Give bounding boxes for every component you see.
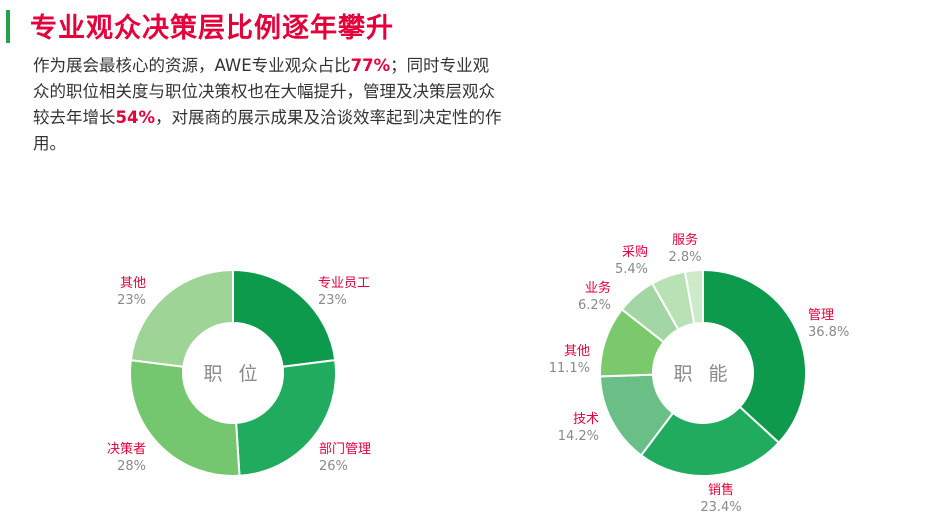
title-accent-bar — [6, 10, 10, 43]
page-title: 专业观众决策层比例逐年攀升 — [30, 13, 394, 44]
function-donut-center-label: 职 能 — [673, 363, 732, 385]
position-donut-slice-label-2: 决策者 — [107, 441, 146, 457]
function-donut-slice-6 — [683, 268, 704, 325]
position-donut-slice-label-0: 专业员工 — [318, 276, 370, 291]
position-donut-slice-2 — [129, 358, 241, 477]
position-donut-slice-label-1: 部门管理 — [319, 442, 371, 457]
function-donut-slice-label-6: 服务 — [672, 232, 698, 248]
function-donut-slice-label-2: 技术 — [573, 412, 599, 427]
function-donut-slice-value-0: 36.8% — [808, 325, 849, 340]
function-donut-slice-value-3: 11.1% — [549, 361, 590, 376]
position-donut-slice-value-0: 23% — [318, 293, 347, 308]
function-donut-slice-value-6: 2.8% — [668, 250, 701, 265]
description-text-2: ；同时专业观众的职位相关度与职位决策权也在大幅提升，管理及决策层观众较去年增长 — [33, 56, 495, 127]
position-donut-center-label: 职 位 — [203, 363, 262, 385]
function-donut-slice-label-3: 其他 — [564, 344, 590, 359]
function-donut-slice-label-1: 销售 — [708, 482, 734, 498]
function-donut-slice-value-2: 14.2% — [558, 429, 599, 444]
position-donut-slice-label-3: 其他 — [120, 276, 146, 291]
function-donut-slice-value-4: 6.2% — [578, 298, 611, 313]
position-donut-slice-0 — [232, 268, 337, 368]
position-donut-slice-1 — [235, 358, 337, 477]
function-donut-slice-1 — [639, 405, 781, 477]
function-donut-slice-0 — [702, 268, 807, 445]
position-donut-slice-3 — [129, 268, 234, 368]
description-paragraph: 作为展会最核心的资源，AWE专业观众占比77%；同时专业观众的职位相关度与职位决… — [33, 53, 503, 157]
position-donut-slice-value-2: 28% — [117, 459, 146, 474]
function-donut-slice-label-4: 业务 — [585, 280, 611, 296]
description-text-3: ，对展商的展示成果及洽谈效率起到决定性的作用。 — [33, 108, 502, 153]
description-text-1: 作为展会最核心的资源，AWE专业观众占比 — [33, 56, 351, 75]
position-donut: 专业员工 23% 部门管理 26% 决策者 28% 其他 23% 职 位 — [107, 268, 371, 477]
position-donut-slice-value-3: 23% — [117, 293, 146, 308]
highlight-54-percent: 54% — [115, 108, 156, 127]
position-donut-slice-value-1: 26% — [319, 459, 348, 474]
function-donut-slice-value-5: 5.4% — [615, 262, 648, 277]
function-donut-slice-label-0: 管理 — [808, 308, 834, 323]
highlight-77-percent: 77% — [350, 56, 391, 75]
function-donut-slice-value-1: 23.4% — [700, 500, 741, 515]
function-donut-slice-label-5: 采购 — [622, 244, 648, 260]
function-donut: 管理 36.8% 销售 23.4% 技术 14.2% 其他 11.1% 业务 6.2% 采购 5.4%… — [549, 232, 850, 515]
